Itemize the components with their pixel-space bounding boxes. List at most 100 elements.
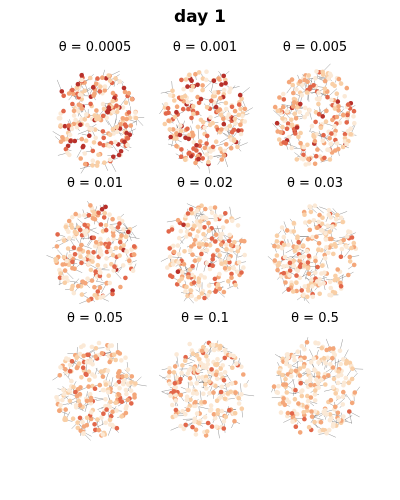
network-node: [73, 211, 78, 217]
network-node: [113, 357, 118, 363]
network-node: [169, 227, 175, 232]
network-node: [223, 80, 228, 86]
network-node: [234, 361, 239, 366]
network-node: [302, 77, 307, 83]
network-node: [100, 101, 106, 107]
network-node: [236, 112, 241, 118]
network-node: [183, 411, 188, 417]
network-node: [227, 407, 232, 413]
network-node: [63, 367, 68, 372]
network-node: [344, 244, 349, 249]
network-node: [232, 418, 237, 424]
network-node: [167, 369, 172, 375]
network-node: [118, 149, 124, 154]
network-node: [185, 407, 191, 413]
network-node: [313, 340, 318, 345]
network-node: [196, 420, 202, 426]
network-node: [335, 267, 340, 272]
network-node: [78, 156, 83, 161]
network-node: [69, 222, 74, 227]
network-node: [312, 161, 318, 167]
network-node: [189, 78, 194, 83]
network-node: [322, 270, 327, 275]
network-node: [272, 243, 277, 249]
network-node: [124, 116, 129, 122]
panel-title: θ = 0.001: [172, 40, 238, 55]
network-node: [165, 105, 171, 111]
network-node: [64, 136, 70, 142]
network-node: [79, 242, 84, 248]
network-node: [182, 157, 188, 163]
network-node: [176, 235, 182, 241]
network-node: [316, 90, 321, 95]
network-node: [125, 367, 131, 372]
network-node: [180, 408, 185, 414]
network-node: [228, 352, 233, 358]
network-node: [292, 357, 297, 363]
network-node: [281, 242, 287, 248]
network-node: [65, 246, 71, 251]
network-node: [119, 233, 124, 238]
network-node: [95, 262, 101, 268]
network-node: [304, 90, 310, 95]
network-node: [110, 127, 116, 132]
network-node: [319, 227, 324, 233]
network-node: [103, 223, 109, 228]
network-node: [322, 78, 328, 84]
network-node: [194, 381, 199, 386]
network-node: [118, 284, 123, 290]
network-node: [298, 357, 304, 363]
network-node: [292, 248, 298, 254]
network-node: [81, 431, 86, 436]
network-node: [279, 245, 285, 251]
network-node: [77, 402, 83, 408]
network-node: [113, 76, 118, 81]
network-node: [213, 104, 219, 110]
network-node: [82, 117, 88, 122]
network-node: [186, 136, 191, 142]
network-node: [332, 352, 338, 358]
network-node: [71, 245, 77, 250]
network-node: [122, 139, 127, 145]
network-node: [205, 293, 211, 298]
network-node: [108, 413, 114, 419]
network-node: [305, 265, 311, 271]
network-node: [242, 238, 247, 244]
network-node: [58, 365, 63, 370]
network-node: [222, 266, 228, 271]
network-node: [111, 352, 117, 357]
network-node: [66, 388, 72, 393]
network-node: [292, 111, 298, 116]
network-node: [88, 254, 93, 260]
network-node: [204, 141, 209, 146]
network-node: [302, 114, 307, 120]
network-node: [213, 232, 219, 237]
network-node: [341, 237, 346, 243]
network-node: [102, 88, 108, 93]
network-node: [123, 355, 128, 360]
network-node: [299, 393, 305, 399]
network-node: [101, 143, 106, 148]
network-node: [123, 234, 129, 239]
network-node: [223, 100, 229, 106]
network-node: [280, 116, 285, 121]
network-node: [84, 372, 89, 377]
network-node: [221, 116, 226, 121]
network-node: [318, 125, 324, 131]
network-node: [220, 225, 226, 230]
network-node: [212, 205, 218, 210]
network-node: [67, 362, 73, 368]
network-node: [103, 420, 108, 426]
network-node: [326, 250, 331, 256]
network-node: [173, 407, 179, 413]
network-node: [209, 210, 215, 215]
network-node: [297, 258, 302, 263]
network-node: [281, 396, 286, 401]
network-node: [193, 71, 198, 77]
network-node: [327, 136, 332, 141]
network-node: [332, 241, 337, 247]
network-node: [211, 390, 216, 395]
network-node: [185, 371, 191, 376]
network-node: [242, 119, 248, 124]
network-node: [106, 73, 111, 78]
